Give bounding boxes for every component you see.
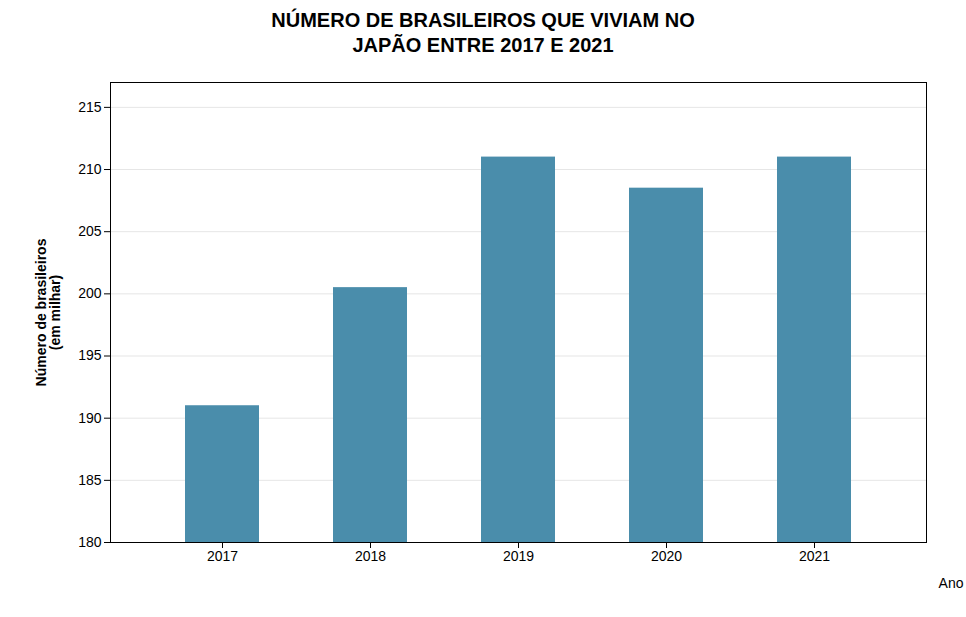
svg-text:2019: 2019 xyxy=(503,548,534,564)
html-text:NÚMERO DE BRASILEIROS QUE VIVI: NÚMERO DE BRASILEIROS QUE VIVIAM NO JAPÃ… xyxy=(271,9,695,56)
svg-text:200: 200 xyxy=(78,285,102,301)
svg-text:2018: 2018 xyxy=(355,548,386,564)
svg-text:2020: 2020 xyxy=(651,548,682,564)
svg-text:185: 185 xyxy=(78,472,102,488)
svg-text:210: 210 xyxy=(78,161,102,177)
svg-text:2021: 2021 xyxy=(799,548,830,564)
svg-text:190: 190 xyxy=(78,410,102,426)
svg-text:2017: 2017 xyxy=(207,548,238,564)
svg-text:215: 215 xyxy=(78,99,102,115)
svg-text:195: 195 xyxy=(78,347,102,363)
svg-text:Número de brasileiros(em milha: Número de brasileiros(em milhar) xyxy=(33,238,63,386)
svg-text:180: 180 xyxy=(78,534,102,550)
svg-text:Ano: Ano xyxy=(939,575,964,591)
svg-text:205: 205 xyxy=(78,223,102,239)
